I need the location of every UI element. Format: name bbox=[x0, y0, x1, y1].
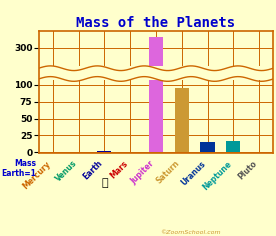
Text: Saturn: Saturn bbox=[155, 159, 182, 186]
Text: Earth: Earth bbox=[81, 159, 104, 182]
Bar bbox=[39, 66, 273, 80]
Text: Mars: Mars bbox=[109, 159, 130, 180]
Text: Mercury: Mercury bbox=[21, 159, 53, 190]
Text: Pluto: Pluto bbox=[237, 159, 259, 181]
Text: Neptune: Neptune bbox=[201, 159, 233, 192]
Text: Mass
Earth=1: Mass Earth=1 bbox=[1, 159, 36, 178]
Bar bbox=[200, 142, 215, 152]
Bar bbox=[175, 88, 189, 152]
Title: Mass of the Planets: Mass of the Planets bbox=[76, 16, 235, 30]
Bar bbox=[97, 151, 112, 152]
Text: ©ZoomSchool.com: ©ZoomSchool.com bbox=[160, 230, 221, 235]
Text: Uranus: Uranus bbox=[179, 159, 208, 187]
Bar bbox=[149, 37, 163, 152]
Text: Jupiter: Jupiter bbox=[129, 159, 156, 186]
Text: Venus: Venus bbox=[54, 159, 79, 184]
Text: 🌍: 🌍 bbox=[101, 178, 108, 188]
Bar bbox=[226, 141, 240, 152]
